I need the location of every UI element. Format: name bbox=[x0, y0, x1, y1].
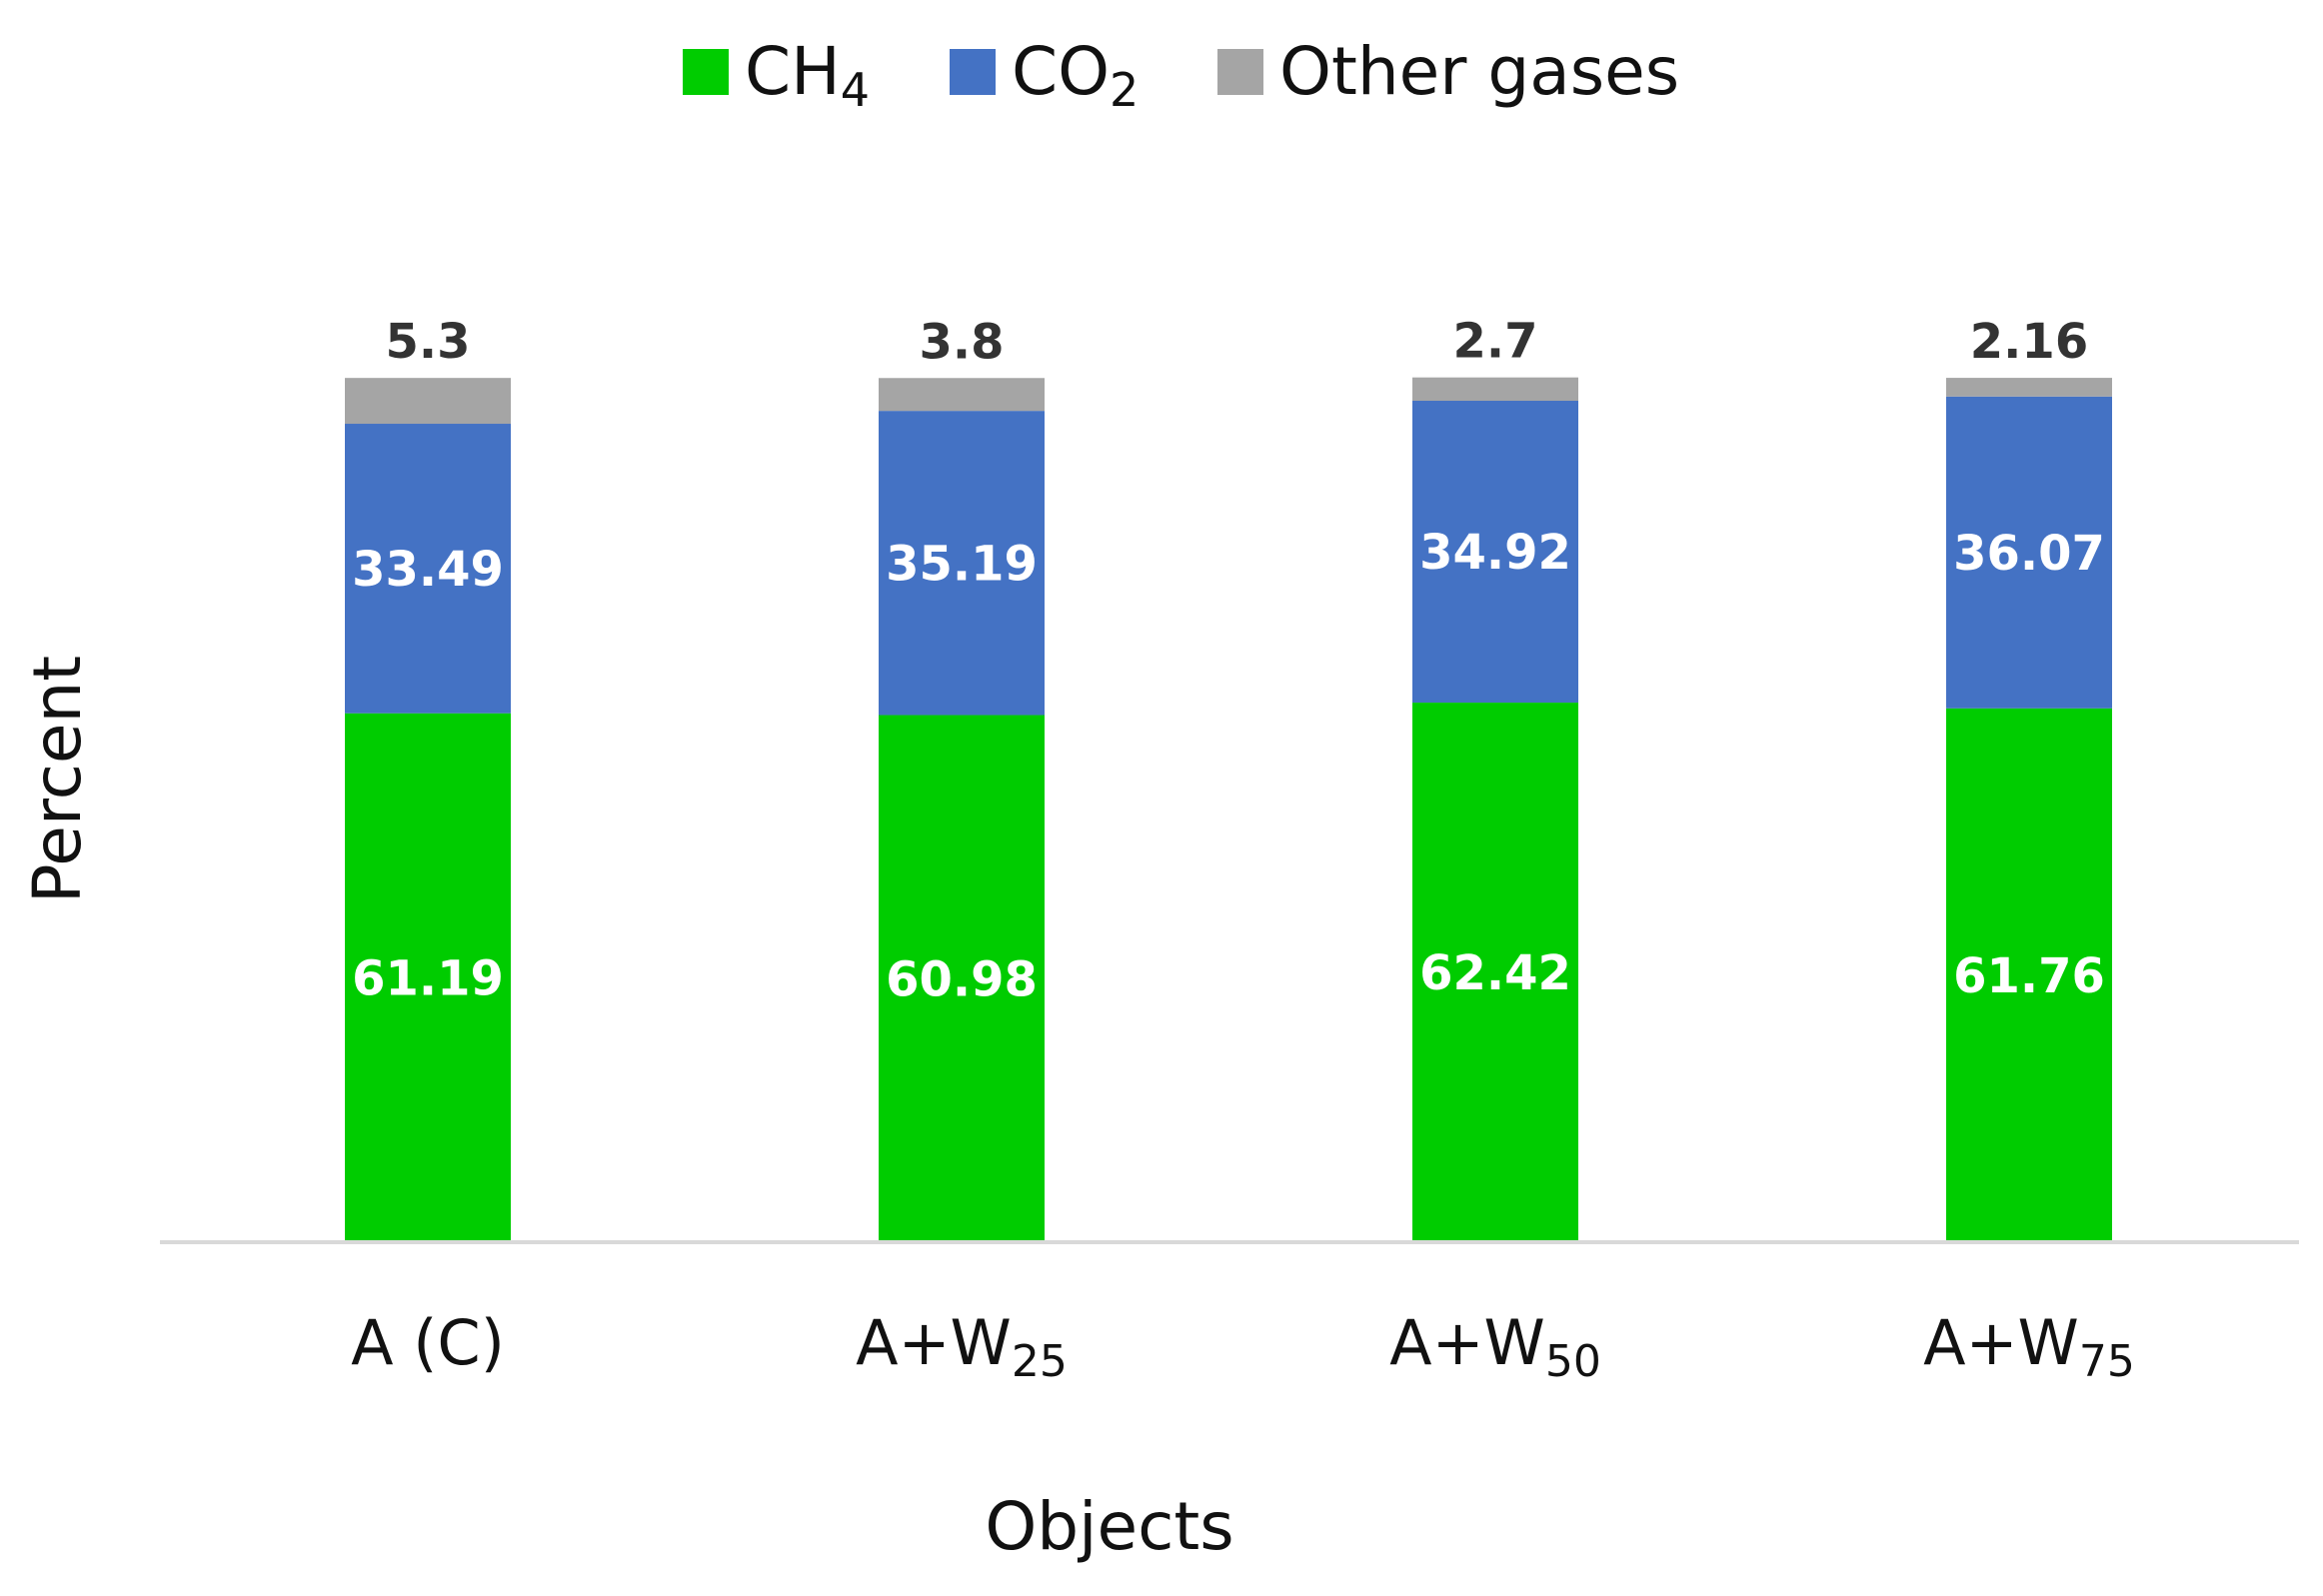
y-axis-title: Percent bbox=[19, 656, 96, 903]
legend-label-3: Other gases bbox=[1279, 33, 1679, 110]
data-label-2-cat-2: 35.19 bbox=[886, 536, 1038, 592]
data-label-3-cat-3: 2.7 bbox=[1452, 314, 1537, 370]
legend-swatch-2 bbox=[950, 49, 996, 95]
data-label-3-cat-2: 3.8 bbox=[919, 314, 1004, 370]
bar-segment-2-cat-1 bbox=[345, 424, 511, 714]
bars bbox=[345, 377, 2112, 1242]
legend-swatch-3 bbox=[1217, 49, 1263, 95]
data-label-1-cat-2: 60.98 bbox=[886, 951, 1038, 1007]
x-tick-label-3: A+W50 bbox=[1389, 1306, 1601, 1387]
bar-segment-3-cat-1 bbox=[345, 378, 511, 425]
x-tick-labels: A (C) A+W25 A+W50 A+W75 bbox=[351, 1306, 2135, 1387]
data-label-1-cat-4: 61.76 bbox=[1953, 948, 2105, 1004]
legend: CH4 CO2 Other gases bbox=[683, 33, 1679, 117]
data-label-2-cat-1: 33.49 bbox=[352, 542, 504, 598]
bar-segment-2-cat-2 bbox=[879, 411, 1045, 716]
x-tick-label-4: A+W75 bbox=[1923, 1306, 2135, 1387]
bar-segment-2-cat-4 bbox=[1946, 396, 2112, 709]
data-label-1-cat-3: 62.42 bbox=[1419, 945, 1571, 1001]
data-label-2-cat-3: 34.92 bbox=[1419, 525, 1571, 581]
legend-label-2: CO2 bbox=[1012, 33, 1139, 117]
legend-swatch-1 bbox=[683, 49, 729, 95]
x-tick-label-2: A+W25 bbox=[856, 1306, 1068, 1387]
bar-segment-1-cat-2 bbox=[879, 715, 1045, 1242]
bar-segment-1-cat-3 bbox=[1412, 703, 1578, 1242]
bar-segment-3-cat-4 bbox=[1946, 378, 2112, 397]
data-label-3-cat-4: 2.16 bbox=[1970, 314, 2088, 370]
data-labels: 61.19 33.49 5.3 60.98 35.19 3.8 62.42 34.92 2.7 6… bbox=[352, 314, 2105, 1008]
bar-segment-3-cat-3 bbox=[1412, 377, 1578, 402]
bar-segment-3-cat-2 bbox=[879, 378, 1045, 412]
bar-segment-1-cat-4 bbox=[1946, 708, 2112, 1242]
x-axis-title: Objects bbox=[985, 1488, 1233, 1565]
legend-label-1: CH4 bbox=[745, 33, 870, 117]
bar-segment-1-cat-1 bbox=[345, 713, 511, 1242]
data-label-3-cat-1: 5.3 bbox=[385, 314, 470, 370]
data-label-1-cat-1: 61.19 bbox=[352, 950, 504, 1006]
bar-segment-2-cat-3 bbox=[1412, 401, 1578, 704]
data-label-2-cat-4: 36.07 bbox=[1953, 526, 2105, 582]
x-tick-label-1: A (C) bbox=[351, 1306, 505, 1379]
